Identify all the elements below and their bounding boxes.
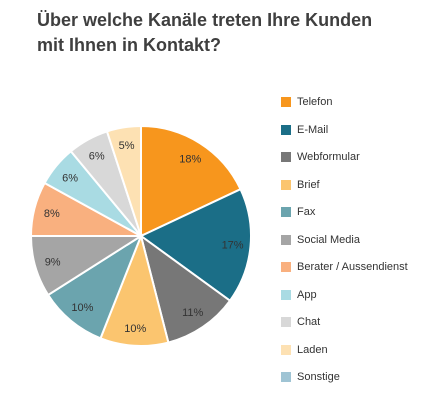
chart-title: Über welche Kanäle treten Ihre Kunden mi… bbox=[37, 8, 437, 58]
legend-swatch bbox=[281, 179, 291, 190]
legend-label: Chat bbox=[297, 316, 321, 328]
legend-item-9: Laden bbox=[281, 343, 328, 357]
pie-slice-labels: 18% 17% 11% 10% 10% 9% 8% 6% 6% 5% bbox=[44, 140, 244, 335]
pie-slice-label-1: 17% bbox=[222, 240, 244, 252]
legend-label: Telefon bbox=[297, 96, 333, 108]
legend-label: Berater / Aussendienst bbox=[297, 261, 408, 273]
legend-item-4: Fax bbox=[281, 205, 315, 219]
legend-label: Laden bbox=[297, 343, 328, 356]
legend-item-1: E-Mail bbox=[281, 123, 328, 137]
pie-slice-1 bbox=[139, 187, 252, 303]
legend-swatch bbox=[281, 317, 291, 327]
legend-item-8: Chat bbox=[281, 315, 320, 329]
pie-slice-label-0: 18% bbox=[179, 153, 201, 165]
legend-swatch bbox=[281, 207, 291, 217]
legend-swatch bbox=[281, 124, 291, 135]
legend-item-5: Social Media bbox=[281, 233, 360, 247]
legend-label: Webformular bbox=[297, 151, 360, 163]
pie-slice-2 bbox=[139, 233, 232, 344]
legend-label: App bbox=[297, 288, 317, 301]
pie-slice-label-2: 11% bbox=[182, 307, 203, 319]
pie-slice-label-3: 10% bbox=[124, 323, 146, 335]
legend-swatch bbox=[281, 372, 291, 382]
chart-title-line-2: mit Ihnen in Kontakt? bbox=[37, 35, 221, 55]
legend-swatch bbox=[281, 262, 291, 272]
pie-slice-label-6: 8% bbox=[44, 208, 60, 220]
pie-slice-label-7: 6% bbox=[62, 172, 78, 184]
legend-swatch bbox=[281, 152, 291, 162]
pie-slice-label-9: 5% bbox=[119, 140, 135, 152]
legend-swatch bbox=[281, 344, 291, 355]
pie-slice-label-4: 10% bbox=[71, 302, 93, 314]
pie-slice-label-5: 9% bbox=[45, 257, 61, 269]
legend-item-2: Webformular bbox=[281, 150, 360, 164]
pie-slice-label-8: 6% bbox=[89, 150, 105, 162]
pie-slice-0 bbox=[140, 124, 242, 238]
legend-item-6: Berater / Aussendienst bbox=[281, 260, 408, 274]
legend-label: E-Mail bbox=[297, 123, 329, 136]
legend-label: Fax bbox=[297, 206, 316, 218]
legend-item-7: App bbox=[281, 288, 317, 302]
pie-slices bbox=[29, 124, 252, 347]
legend-item-3: Brief bbox=[281, 178, 320, 192]
chart-title-line-1: Über welche Kanäle treten Ihre Kunden bbox=[37, 10, 373, 30]
legend-label: Brief bbox=[297, 178, 320, 191]
legend-item-10: Sonstige bbox=[281, 370, 340, 384]
legend-swatch bbox=[281, 289, 291, 300]
legend-swatch bbox=[281, 234, 291, 245]
pie-slice-9 bbox=[105, 124, 142, 237]
legend-swatch bbox=[281, 97, 291, 107]
legend-item-0: Telefon bbox=[281, 95, 332, 109]
legend-label: Social Media bbox=[297, 233, 360, 246]
legend-label: Sonstige bbox=[297, 371, 340, 383]
